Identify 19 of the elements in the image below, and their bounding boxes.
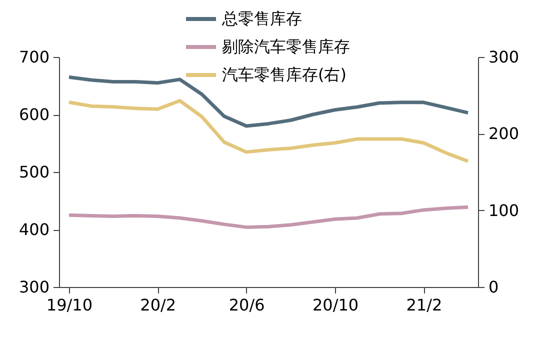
x-tick-label: 20/6: [228, 296, 265, 314]
x-tick-label: 19/10: [46, 296, 93, 314]
x-tick-label: 20/10: [312, 296, 359, 314]
y2-tick-label: 0: [488, 278, 499, 296]
x-tick-label: 21/2: [406, 296, 442, 314]
y2-tick-label: 300: [488, 48, 520, 66]
legend-label: 汽车零售库存(右): [222, 65, 346, 84]
y-tick-label: 300: [18, 278, 50, 296]
y-tick-label: 600: [18, 105, 50, 124]
legend-label: 剔除汽车零售库存: [222, 37, 350, 56]
y-tick-label: 500: [18, 162, 50, 182]
x-tick-label: 20/2: [140, 296, 176, 314]
line-series: [67, 98, 470, 164]
legend-label: 总零售库存: [221, 9, 302, 28]
y2-tick-label: 100: [488, 200, 520, 220]
line-series: [67, 205, 470, 229]
y-tick-label: 700: [18, 48, 50, 66]
y2-tick-label: 200: [488, 124, 520, 144]
y-tick-label: 400: [18, 220, 50, 239]
